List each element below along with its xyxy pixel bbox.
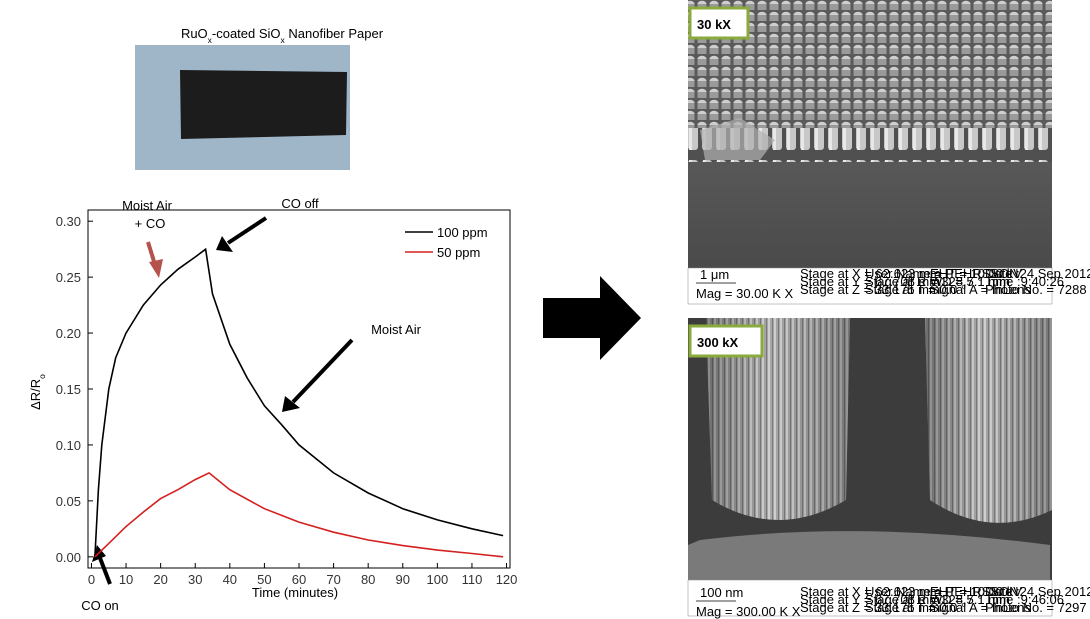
x-tick-label: 100 xyxy=(427,572,449,587)
x-tick-label: 120 xyxy=(496,572,518,587)
y-tick-label: 0.10 xyxy=(56,438,81,453)
x-tick-label: 20 xyxy=(153,572,167,587)
figure-title-part: RuO xyxy=(181,26,208,41)
x-tick-label: 90 xyxy=(396,572,410,587)
x-tick-label: 110 xyxy=(462,572,483,587)
y-tick-label: 0.30 xyxy=(56,214,81,229)
sem-label: 300 kX xyxy=(697,335,739,350)
annotation: CO on xyxy=(81,598,119,613)
x-tick-label: 30 xyxy=(188,572,202,587)
y-tick-label: 0.20 xyxy=(56,326,81,341)
x-tick-label: 10 xyxy=(119,572,133,587)
sem-label: 30 kX xyxy=(697,17,731,32)
annotation: Moist Air xyxy=(371,322,422,337)
x-axis-label: Time (minutes) xyxy=(252,585,338,600)
figure: RuOx-coated SiOx Nanofiber Paper 0.00 0.05… xyxy=(0,0,1090,619)
scale-bar-label: 1 μm xyxy=(700,267,729,282)
y-axis-label-part: ΔR/R xyxy=(28,379,43,410)
data-line xyxy=(95,473,503,557)
annotation: Moist Air xyxy=(122,198,173,213)
data-line xyxy=(95,249,503,557)
figure-title: RuOx-coated SiOx Nanofiber Paper xyxy=(181,26,384,45)
sem-info: Photo No. = 7297 xyxy=(985,600,1087,615)
sem-mag: Mag = 300.00 K X xyxy=(696,604,801,619)
y-axis-label: ΔR/Ro xyxy=(28,374,47,410)
arrow xyxy=(543,276,641,360)
figure-title-part: -coated SiO xyxy=(212,26,281,41)
annotation: + CO xyxy=(135,216,166,231)
sem-image xyxy=(688,318,1052,616)
x-tick-label: 80 xyxy=(361,572,375,587)
sem-image xyxy=(688,0,1052,304)
legend-label: 100 ppm xyxy=(437,225,488,240)
x-tick-label: 0 xyxy=(88,572,95,587)
sem-info: Photo No. = 7288 xyxy=(985,282,1087,297)
y-tick-label: 0.25 xyxy=(56,270,81,285)
annotation: CO off xyxy=(281,196,319,211)
legend-label: 50 ppm xyxy=(437,245,480,260)
y-tick-label: 0.05 xyxy=(56,494,81,509)
y-tick-label: 0.15 xyxy=(56,382,81,397)
y-tick-label: 0.00 xyxy=(56,550,81,565)
sem-mag: Mag = 30.00 K X xyxy=(696,286,794,301)
x-tick-label: 40 xyxy=(223,572,237,587)
figure-title-part: Nanofiber Paper xyxy=(285,26,384,41)
annotation-arrows xyxy=(92,218,352,584)
paper-photo xyxy=(135,45,350,170)
scale-bar-label: 100 nm xyxy=(700,585,743,600)
y-axis-label-part: o xyxy=(37,374,47,379)
